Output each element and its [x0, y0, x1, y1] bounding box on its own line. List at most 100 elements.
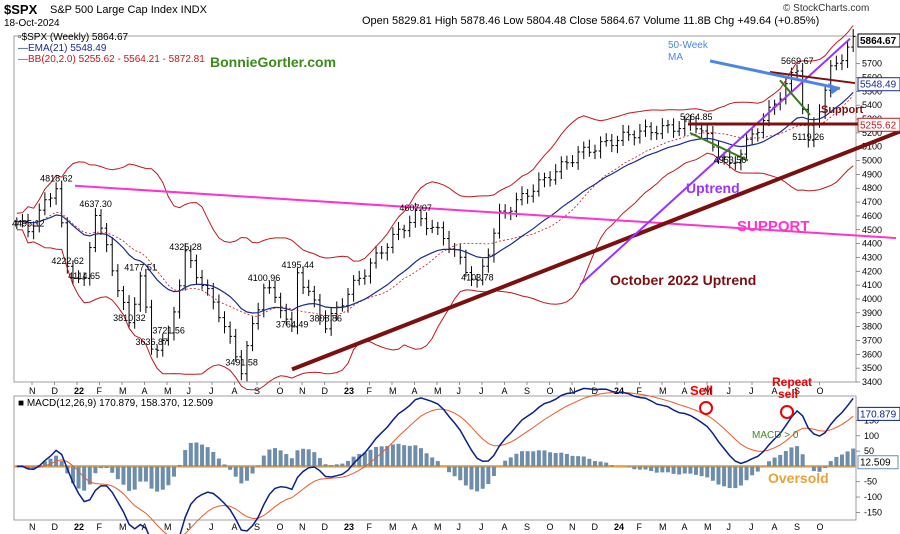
macd-histogram-bar	[413, 445, 418, 467]
price-label: 4177.51	[124, 262, 157, 272]
x-tick-label: 23	[344, 386, 354, 396]
price-ytick-label: 5500	[862, 86, 882, 96]
october-2022-trendline	[291, 129, 900, 372]
price-ytick-label: 4900	[862, 169, 882, 179]
macd-x-tick-label: J	[749, 522, 754, 532]
macd-histogram-bar	[514, 453, 519, 467]
x-tick-label: N	[569, 386, 576, 396]
support-trendline	[74, 184, 897, 240]
x-tick-label: A	[502, 386, 508, 396]
x-tick-label: A	[682, 386, 688, 396]
macd-histogram-bar	[76, 466, 81, 489]
x-tick-label: 24	[614, 386, 624, 396]
price-ytick-label: 4400	[862, 239, 882, 249]
macd-histogram-bar	[783, 451, 788, 467]
histogram-value: 12.509	[860, 458, 891, 469]
macd-histogram-bar	[559, 452, 564, 467]
macd-histogram-bar	[789, 447, 794, 467]
macd-histogram-bar	[705, 466, 710, 478]
macd-histogram-bar	[323, 464, 328, 467]
macd-histogram-bar	[82, 466, 87, 491]
macd-histogram-bar	[592, 461, 597, 467]
price-ytick-label: 4000	[862, 294, 882, 304]
macd-histogram-bar	[93, 466, 98, 474]
macd-histogram-bar	[598, 461, 603, 467]
macd-histogram-bar	[329, 465, 334, 467]
macd-histogram-bar	[211, 452, 216, 467]
copyright: © StockCharts.com	[783, 3, 870, 14]
ema-line	[16, 91, 854, 314]
macd-x-tick-label: J	[187, 522, 192, 532]
ma50-arrow	[709, 59, 841, 91]
macd-x-tick-label: S	[524, 522, 530, 532]
price-label: 5119.26	[792, 132, 824, 142]
x-tick-label: N	[29, 386, 36, 396]
macd-histogram-bar	[357, 454, 362, 467]
macd-x-tick-label: N	[299, 522, 306, 532]
macd-x-tick-label: M	[164, 522, 172, 532]
macd-histogram-bar	[845, 451, 850, 467]
macd-histogram-bar	[811, 466, 816, 472]
macd-x-tick-label: 24	[614, 522, 624, 532]
macd-histogram-bar	[138, 466, 143, 482]
macd-positive-label: MACD > 0	[752, 430, 799, 441]
macd-ytick-label: -50	[864, 477, 877, 487]
price-label: 4953.56	[714, 155, 747, 165]
macd-histogram-bar	[155, 466, 160, 492]
legend-price: ▫$SPX (Weekly) 5864.67	[18, 32, 129, 43]
bb-lower	[16, 152, 854, 391]
x-tick-label: J	[749, 386, 754, 396]
macd-histogram-bar	[407, 445, 412, 467]
macd-histogram-bar	[289, 458, 294, 467]
macd-x-tick-label: O	[547, 522, 554, 532]
macd-histogram-bar	[59, 461, 64, 467]
macd-x-tick-label: M	[659, 522, 667, 532]
macd-histogram-bar	[317, 458, 322, 467]
macd-histogram-bar	[581, 456, 586, 467]
macd-histogram-bar	[110, 466, 115, 473]
support-label: SUPPORT	[737, 218, 810, 235]
macd-histogram-bar	[469, 466, 474, 490]
macd-histogram-bar	[390, 444, 395, 467]
macd-x-tick-label: M	[704, 522, 712, 532]
price-ytick-label: 3600	[862, 349, 882, 359]
macd-x-tick-label: N	[569, 522, 576, 532]
macd-line	[16, 387, 854, 534]
price-label: 5669.67	[781, 56, 814, 66]
x-tick-label: A	[412, 386, 418, 396]
x-tick-label: D	[592, 386, 599, 396]
macd-x-tick-label: 22	[74, 522, 84, 532]
macd-histogram-bar	[278, 450, 283, 467]
macd-histogram-bar	[609, 465, 614, 467]
macd-histogram-bar	[778, 454, 783, 467]
macd-histogram-bar	[452, 466, 457, 477]
price-ytick-label: 3500	[862, 363, 882, 373]
macd-tag	[857, 406, 900, 421]
x-tick-label: J	[457, 386, 462, 396]
macd-histogram-bar	[430, 457, 435, 467]
bb-upper	[16, 25, 854, 262]
price-ytick-label: 4800	[862, 183, 882, 193]
macd-histogram-bar	[228, 466, 233, 470]
macd-histogram-bar	[200, 444, 205, 467]
macd-x-tick-label: M	[434, 522, 442, 532]
macd-histogram-bar	[205, 447, 210, 467]
macd-x-tick-label: F	[637, 522, 643, 532]
macd-x-tick-label: A	[232, 522, 238, 532]
macd-histogram-bar	[834, 456, 839, 467]
macd-histogram-bar	[508, 457, 513, 467]
macd-histogram-bar	[48, 458, 53, 467]
ohlc-readout: Open 5829.81 High 5878.46 Low 5804.48 Cl…	[362, 15, 820, 27]
x-tick-label: M	[659, 386, 667, 396]
x-tick-label: M	[119, 386, 127, 396]
macd-histogram-bar	[828, 461, 833, 467]
x-tick-label: J	[727, 386, 732, 396]
price-ytick-label: 3400	[862, 377, 882, 387]
green-trendline-1	[689, 131, 749, 162]
price-label: 3764.49	[276, 320, 309, 330]
price-ytick-label: 3900	[862, 308, 882, 318]
macd-histogram-bar	[362, 452, 367, 467]
macd-histogram-bar	[486, 466, 491, 485]
macd-histogram-bar	[374, 447, 379, 467]
macd-histogram-bar	[677, 466, 682, 475]
